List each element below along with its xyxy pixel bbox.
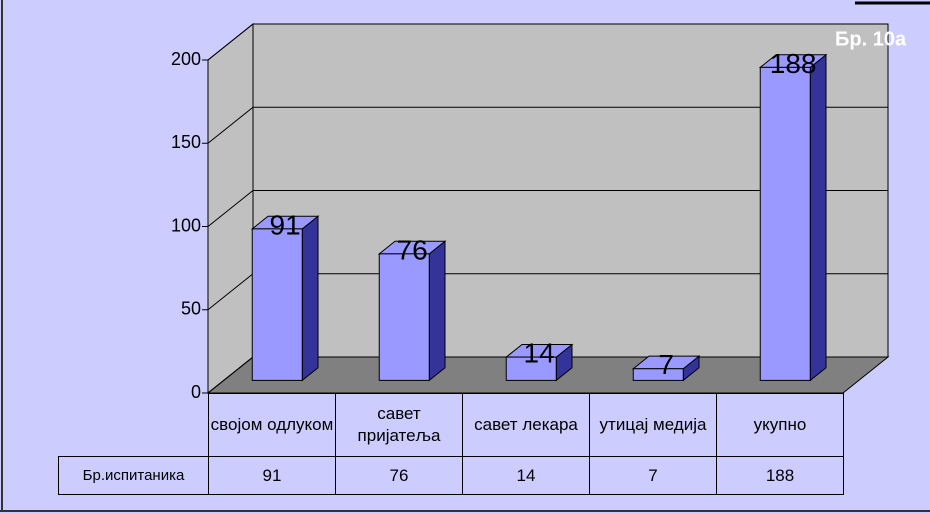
category-cell: савет лекара <box>462 393 590 457</box>
category-cell: укупно <box>716 393 844 457</box>
bar <box>632 368 684 381</box>
category-cell: савет пријатеља <box>335 393 463 457</box>
bar-side <box>428 240 446 382</box>
data-label: 91 <box>270 209 301 240</box>
grid-line <box>207 190 888 227</box>
data-label: 7 <box>658 349 674 380</box>
value-cell: 91 <box>208 456 336 495</box>
category-cell: својом одлуком <box>208 393 336 457</box>
data-label: 188 <box>770 48 817 79</box>
value-cell: 7 <box>589 456 717 495</box>
chart-title: Бр. 10a <box>835 28 907 50</box>
bar <box>759 66 811 381</box>
value-cell: 14 <box>462 456 590 495</box>
bar-side <box>809 53 827 382</box>
grid-line <box>207 106 888 144</box>
value-cell: 76 <box>335 456 463 495</box>
y-tick-label: 200 <box>171 49 201 69</box>
y-tick-label: 50 <box>181 299 201 319</box>
value-cell: 188 <box>716 456 844 495</box>
bar <box>251 228 303 381</box>
series-name: Бр.испитаника <box>58 456 209 495</box>
y-tick-label: 150 <box>171 132 201 152</box>
category-cell: утицај медија <box>589 393 717 457</box>
bar <box>378 253 430 381</box>
data-label: 76 <box>397 234 428 265</box>
data-label: 14 <box>524 337 555 368</box>
grid-line <box>207 23 888 61</box>
y-tick-label: 100 <box>171 215 201 235</box>
bar <box>505 356 557 381</box>
y-tick-label: 0 <box>191 382 201 402</box>
bar-side <box>301 215 319 382</box>
